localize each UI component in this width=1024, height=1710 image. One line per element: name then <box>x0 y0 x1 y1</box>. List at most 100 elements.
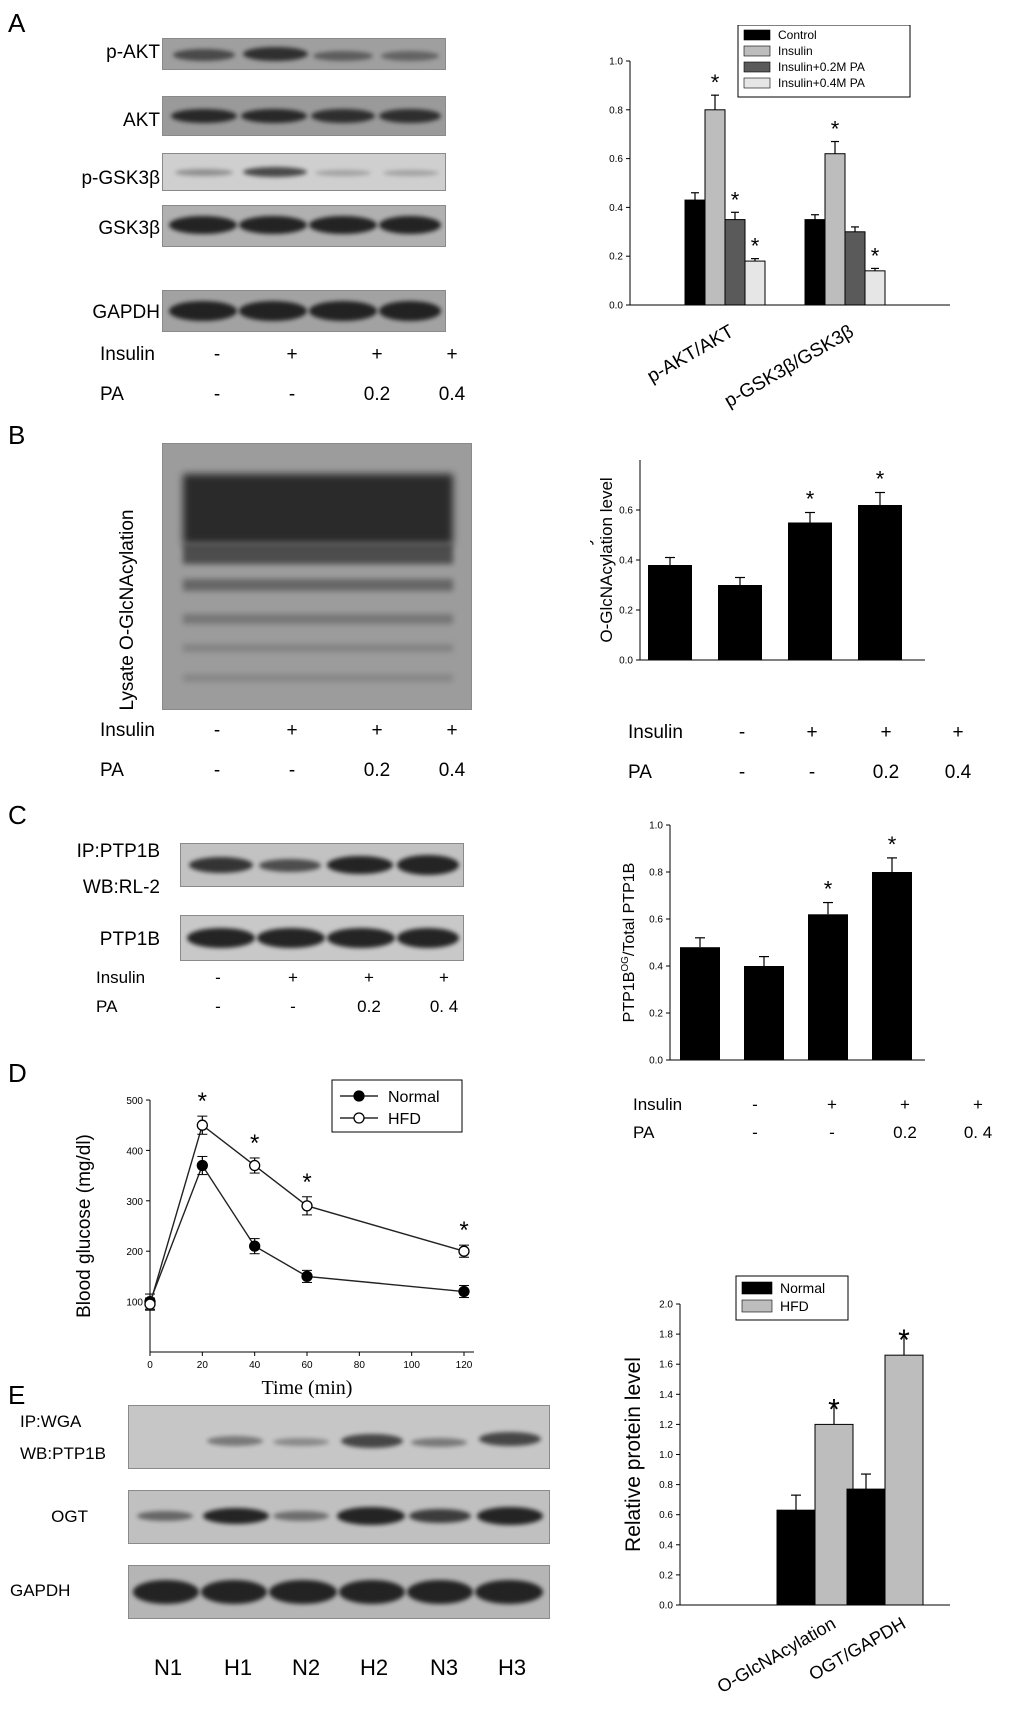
insulin-val-bc-1: - <box>738 722 746 743</box>
pa-val-a-1: - <box>213 384 221 405</box>
pa-val-b-3: 0.2 <box>363 760 391 781</box>
chart-c-sig-star: * <box>824 877 833 902</box>
chart-a-legend-label: Insulin <box>778 44 813 58</box>
blot-label-wb-rl2: WB:RL-2 <box>82 877 160 898</box>
chart-d-xtick-label: 40 <box>249 1360 261 1371</box>
chart-c-ytick-label: 0.6 <box>649 915 663 926</box>
pa-val-a-4: 0.4 <box>438 384 466 405</box>
chart-d-point-hfd <box>196 1119 208 1131</box>
blot-label-akt: AKT <box>123 110 160 131</box>
chart-c-ytick-label: 0.2 <box>649 1009 663 1020</box>
chart-a-legend-swatch <box>743 45 771 57</box>
pa-val-cc-4: 0. 4 <box>963 1123 993 1142</box>
insulin-val-bc-2: + <box>806 722 818 743</box>
blot-label-ip-wga: IP:WGA <box>20 1412 82 1431</box>
chart-a-sig-star: * <box>731 187 740 212</box>
chart-c-ytick-label: 0.0 <box>649 1056 663 1067</box>
insulin-val-bc-3: + <box>880 722 892 743</box>
chart-d: 100 200 300 400 500 0 20 40 60 80 100 120 Time (min)… <box>74 1079 474 1399</box>
blot-gapdh <box>162 290 446 332</box>
chart-d-legend-label: Normal <box>388 1089 440 1106</box>
blot-label-lysate: Lysate O-GlcNAcylation <box>117 509 138 711</box>
blot-label-gapdh: GAPDH <box>92 302 160 323</box>
chart-e-ytick-label: 1.2 <box>659 1420 673 1431</box>
insulin-val-c-2: + <box>288 968 298 987</box>
blot-p-akt <box>162 38 446 70</box>
blot-ogt <box>128 1490 550 1544</box>
chart-b-ytick-label: 0.4 <box>619 556 633 567</box>
chart-c-ytick-label: 1.0 <box>649 821 663 832</box>
insulin-val-cc-3: + <box>900 1095 910 1114</box>
chart-d-ytick-label: 500 <box>126 1096 143 1107</box>
lane-n2: N2 <box>291 1655 321 1680</box>
chart-a-ytick-label: 0.4 <box>609 203 623 214</box>
pa-val-bc-4: 0.4 <box>944 762 972 783</box>
chart-a-xtick-label: p-AKT/AKT <box>644 321 738 387</box>
chart-d-xtick-label: 80 <box>354 1360 366 1371</box>
chart-e-ytick-label: 1.6 <box>659 1360 673 1371</box>
chart-a-legend-label: Insulin+0.2M PA <box>778 60 865 74</box>
pa-val-bc-2: - <box>808 762 816 783</box>
chart-e-ytick-label: 0.6 <box>659 1510 673 1521</box>
chart-a-sig-star: * <box>711 70 720 95</box>
chart-d-xtick-label: 20 <box>197 1360 209 1371</box>
chart-d-sig-star: * <box>250 1130 259 1157</box>
lane-h2: H2 <box>359 1655 389 1680</box>
pa-val-b-2: - <box>288 760 296 781</box>
chart-e: 0.0 0.2 0.4 0.6 0.8 1.0 1.2 1.4 1.6 1.8 2.0 Relativ… <box>622 1275 950 1697</box>
insulin-val-bc-4: + <box>952 722 964 743</box>
insulin-val-a-1: - <box>213 344 221 365</box>
chart-e-bar <box>884 1354 924 1606</box>
chart-d-legend-box <box>331 1079 463 1133</box>
chart-b-ylabel-line1: Relative lysate <box>590 505 594 616</box>
chart-b-bar <box>718 585 762 660</box>
blot-label-gapdh-e: GAPDH <box>10 1581 71 1600</box>
chart-d-legend-label: HFD <box>388 1111 421 1128</box>
chart-c-ytick-label: 0.4 <box>649 962 663 973</box>
pa-val-b-1: - <box>213 760 221 781</box>
blot-label-p-akt: p-AKT <box>106 42 160 63</box>
chart-a-sig-star: * <box>751 234 760 259</box>
chart-b-ytick-label: 0.0 <box>619 656 633 667</box>
chart-c-bar <box>872 872 912 1060</box>
chart-d-point-hfd <box>301 1200 313 1212</box>
pa-val-c-4: 0. 4 <box>429 997 459 1016</box>
panel-letter-d: D <box>8 1058 27 1088</box>
chart-a-xtick-label: p-GSK3β/GSK3β <box>721 321 857 412</box>
insulin-val-a-3: + <box>371 344 383 365</box>
chart-e-legend-label: Normal <box>780 1280 825 1296</box>
chart-d-point-normal <box>196 1159 208 1172</box>
blot-label-wb-ptp1b: WB:PTP1B <box>20 1444 106 1463</box>
blot-label-gsk3b: GSK3β <box>98 218 160 239</box>
chart-a-legend-label: Insulin+0.4M PA <box>778 76 865 90</box>
chart-c-sig-star: * <box>888 832 897 857</box>
chart-d-point-normal <box>249 1240 261 1252</box>
chart-e-bar <box>846 1488 886 1606</box>
blot-label-ogt: OGT <box>51 1507 88 1526</box>
chart-a-bar <box>824 153 846 306</box>
insulin-label-c: Insulin <box>96 968 146 987</box>
chart-e-sig-star: * <box>828 1393 840 1426</box>
insulin-label-b: Insulin <box>100 720 155 741</box>
blot-label-ip-ptp1b: IP:PTP1B <box>76 841 160 862</box>
chart-a-ytick-label: 0.0 <box>609 301 623 312</box>
insulin-val-cc-1: - <box>752 1095 758 1114</box>
chart-b-sig-star: * <box>806 487 815 512</box>
pa-label-c-chart: PA <box>633 1123 655 1142</box>
chart-a-sig-star: * <box>871 243 880 268</box>
chart-d-point-hfd <box>144 1298 156 1310</box>
insulin-val-cc-2: + <box>827 1095 837 1114</box>
chart-e-ytick-label: 1.8 <box>659 1330 673 1341</box>
pa-label-c: PA <box>96 997 118 1016</box>
chart-e-ytick-label: 0.8 <box>659 1480 673 1491</box>
chart-a-ytick-label: 0.6 <box>609 154 623 165</box>
blot-ip-wga <box>128 1405 550 1469</box>
chart-c-ytick-label: 0.8 <box>649 868 663 879</box>
pa-val-bc-3: 0.2 <box>872 762 900 783</box>
pa-val-a-3: 0.2 <box>363 384 391 405</box>
chart-d-ytick-label: 300 <box>126 1197 143 1208</box>
insulin-label-c-chart: Insulin <box>633 1095 683 1114</box>
pa-label-b: PA <box>100 760 124 781</box>
insulin-val-c-3: + <box>364 968 374 987</box>
chart-d-sig-star: * <box>198 1088 207 1115</box>
